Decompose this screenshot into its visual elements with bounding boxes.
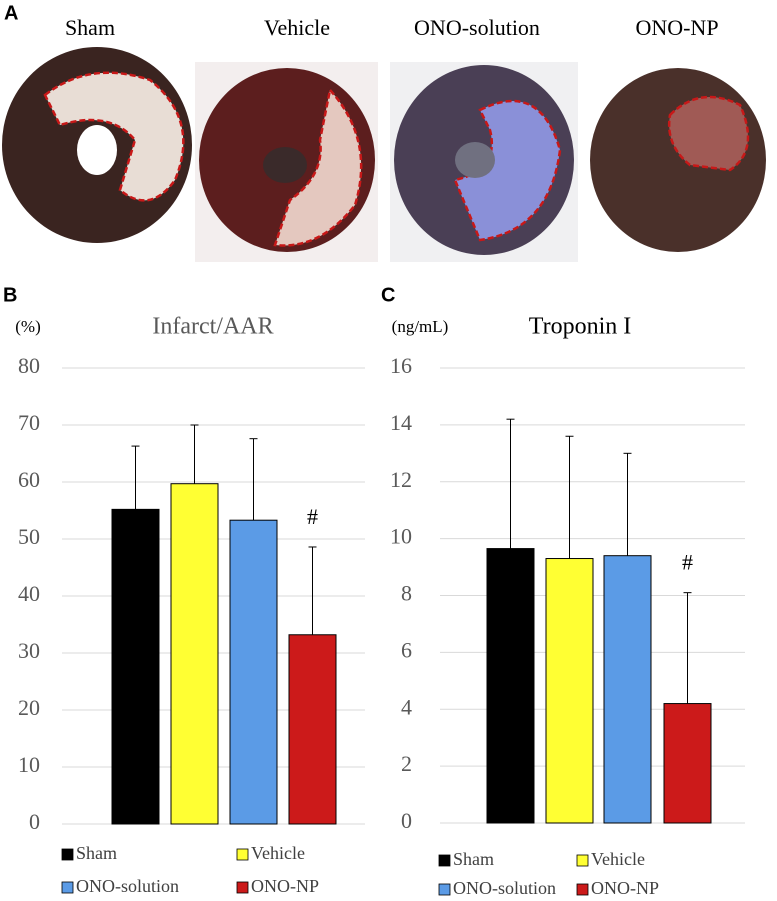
legend-label: Sham [453, 849, 494, 869]
y-tick-label: 80 [18, 353, 40, 378]
legend-swatch [576, 883, 589, 896]
legend-label: ONO-NP [591, 878, 659, 898]
y-tick-label: 50 [18, 524, 40, 549]
legend-swatch [438, 883, 451, 896]
legend-label: ONO-solution [453, 878, 556, 898]
photo-caption: Sham [65, 15, 115, 40]
photo-caption: Vehicle [264, 15, 330, 40]
y-tick-label: 30 [18, 638, 40, 663]
heart-photos [2, 47, 766, 262]
legend-swatch [236, 848, 249, 861]
bar [288, 634, 337, 825]
legend-label: ONO-solution [76, 876, 179, 896]
y-tick-label: 0 [401, 808, 412, 833]
y-tick-label: 12 [390, 467, 412, 492]
legend-swatch [236, 881, 249, 894]
y-tick-label: 40 [18, 581, 40, 606]
y-tick-label: 70 [18, 410, 40, 435]
y-tick-label: 10 [18, 752, 40, 777]
chart-title: Troponin I [529, 314, 631, 340]
bar [663, 703, 712, 824]
y-tick-label: 6 [401, 637, 412, 662]
y-tick-label: 2 [401, 751, 412, 776]
legend-label: Vehicle [591, 849, 645, 869]
legend-label: ONO-NP [251, 876, 319, 896]
panel-label: C [381, 284, 395, 306]
panel-label: B [3, 284, 17, 306]
bar [229, 519, 278, 825]
y-tick-label: 14 [390, 410, 412, 435]
legend-swatch [438, 854, 451, 867]
unit-label: (ng/mL) [392, 317, 449, 336]
legend-swatch [61, 848, 74, 861]
annotation: # [682, 550, 693, 575]
bar [545, 558, 594, 824]
y-tick-label: 10 [390, 524, 412, 549]
bar [486, 548, 535, 824]
annotation: # [307, 504, 318, 529]
bar [603, 555, 652, 824]
photo-caption: ONO-NP [635, 15, 718, 40]
panel-label: A [4, 2, 18, 24]
y-tick-label: 60 [18, 467, 40, 492]
legend-swatch [576, 854, 589, 867]
legend-label: Vehicle [251, 843, 305, 863]
legend-label: Sham [76, 843, 117, 863]
y-tick-label: 0 [29, 809, 40, 834]
chart-title: Infarct/AAR [152, 314, 273, 340]
y-tick-label: 4 [401, 694, 412, 719]
y-tick-label: 16 [390, 353, 412, 378]
photo-caption: ONO-solution [414, 15, 540, 40]
y-tick-label: 20 [18, 695, 40, 720]
legend-swatch [61, 881, 74, 894]
bar [111, 508, 160, 825]
y-tick-label: 8 [401, 581, 412, 606]
bar [170, 483, 219, 825]
unit-label: (%) [15, 317, 40, 336]
